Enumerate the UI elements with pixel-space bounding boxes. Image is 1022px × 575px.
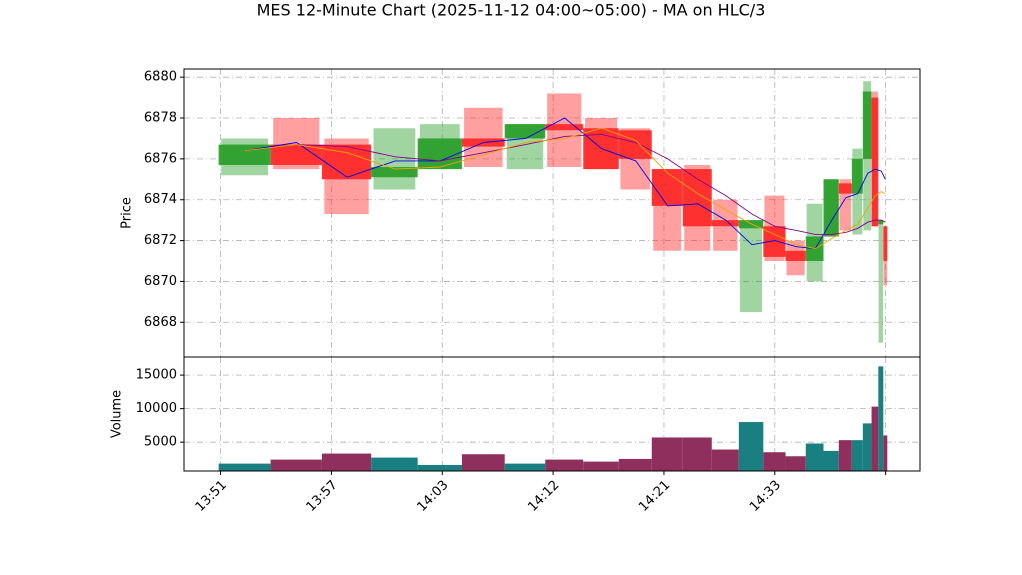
volume-bar	[838, 440, 852, 471]
volume-bar	[417, 464, 462, 471]
volume-bar	[371, 457, 418, 471]
candle-body	[838, 183, 852, 194]
volume-bar	[883, 435, 888, 471]
volume-bar	[651, 437, 683, 471]
candle-body	[545, 124, 584, 131]
candle-body	[862, 91, 872, 159]
candle-body	[618, 130, 652, 159]
candle-body	[763, 226, 786, 257]
volume-bar	[504, 463, 546, 471]
volume-axis-label: Volume	[110, 390, 125, 438]
candle-body	[711, 220, 739, 227]
candle-body	[883, 226, 888, 261]
candle-body	[871, 97, 879, 227]
volume-bar	[321, 453, 372, 471]
y-axis-label: Price	[120, 197, 135, 229]
y-tick-label: 6878	[144, 111, 177, 126]
moving-average-line	[244, 117, 886, 250]
volume-bar	[218, 463, 271, 471]
moving-average-line	[244, 133, 886, 235]
y-tick-label: 6872	[144, 233, 177, 248]
y-tick-label: 6876	[144, 151, 177, 166]
volume-bar	[805, 443, 824, 471]
volume-bar	[763, 452, 786, 471]
candle-body	[270, 144, 322, 165]
y-tick-label: 6880	[144, 70, 177, 85]
volume-tick-label: 10000	[136, 401, 177, 416]
volume-bar	[862, 423, 872, 471]
volume-bar	[682, 437, 712, 471]
candle-body	[878, 220, 884, 225]
candle-body	[785, 250, 806, 261]
y-tick-label: 6874	[144, 192, 177, 207]
moving-average-line	[244, 127, 886, 250]
candle-body	[504, 124, 546, 139]
candle-body	[823, 179, 839, 237]
candle-body	[417, 138, 462, 170]
volume-panel-frame	[183, 356, 921, 472]
x-tick-label: 14:21	[636, 478, 673, 515]
x-tick-label: 13:51	[193, 478, 230, 515]
x-tick-label: 14:33	[747, 478, 784, 515]
candle-body	[682, 169, 712, 227]
x-tick-label: 14:03	[414, 478, 451, 515]
volume-tick-label: 15000	[136, 368, 177, 383]
x-tick-label: 14:12	[525, 478, 562, 515]
chart-title: MES 12-Minute Chart (2025-11-12 04:00~05…	[257, 1, 766, 20]
volume-bar	[785, 456, 806, 471]
candle-body	[218, 144, 271, 165]
volume-bar	[738, 422, 764, 471]
volume-bar	[583, 461, 619, 471]
volume-bar	[545, 459, 584, 471]
volume-bar	[871, 406, 879, 471]
candle-body	[651, 169, 683, 206]
candle-body	[371, 167, 418, 178]
volume-bar	[711, 449, 739, 471]
volume-bar	[618, 458, 652, 471]
volume-bar	[823, 450, 839, 471]
candle-body	[851, 158, 863, 194]
volume-bar	[270, 459, 322, 471]
y-tick-label: 6868	[144, 315, 177, 330]
volume-tick-label: 5000	[144, 435, 177, 450]
volume-bar	[851, 440, 863, 471]
volume-bar	[461, 454, 505, 471]
x-tick-label: 13:57	[304, 478, 341, 515]
y-tick-label: 6870	[144, 274, 177, 289]
volume-bar	[878, 366, 884, 471]
